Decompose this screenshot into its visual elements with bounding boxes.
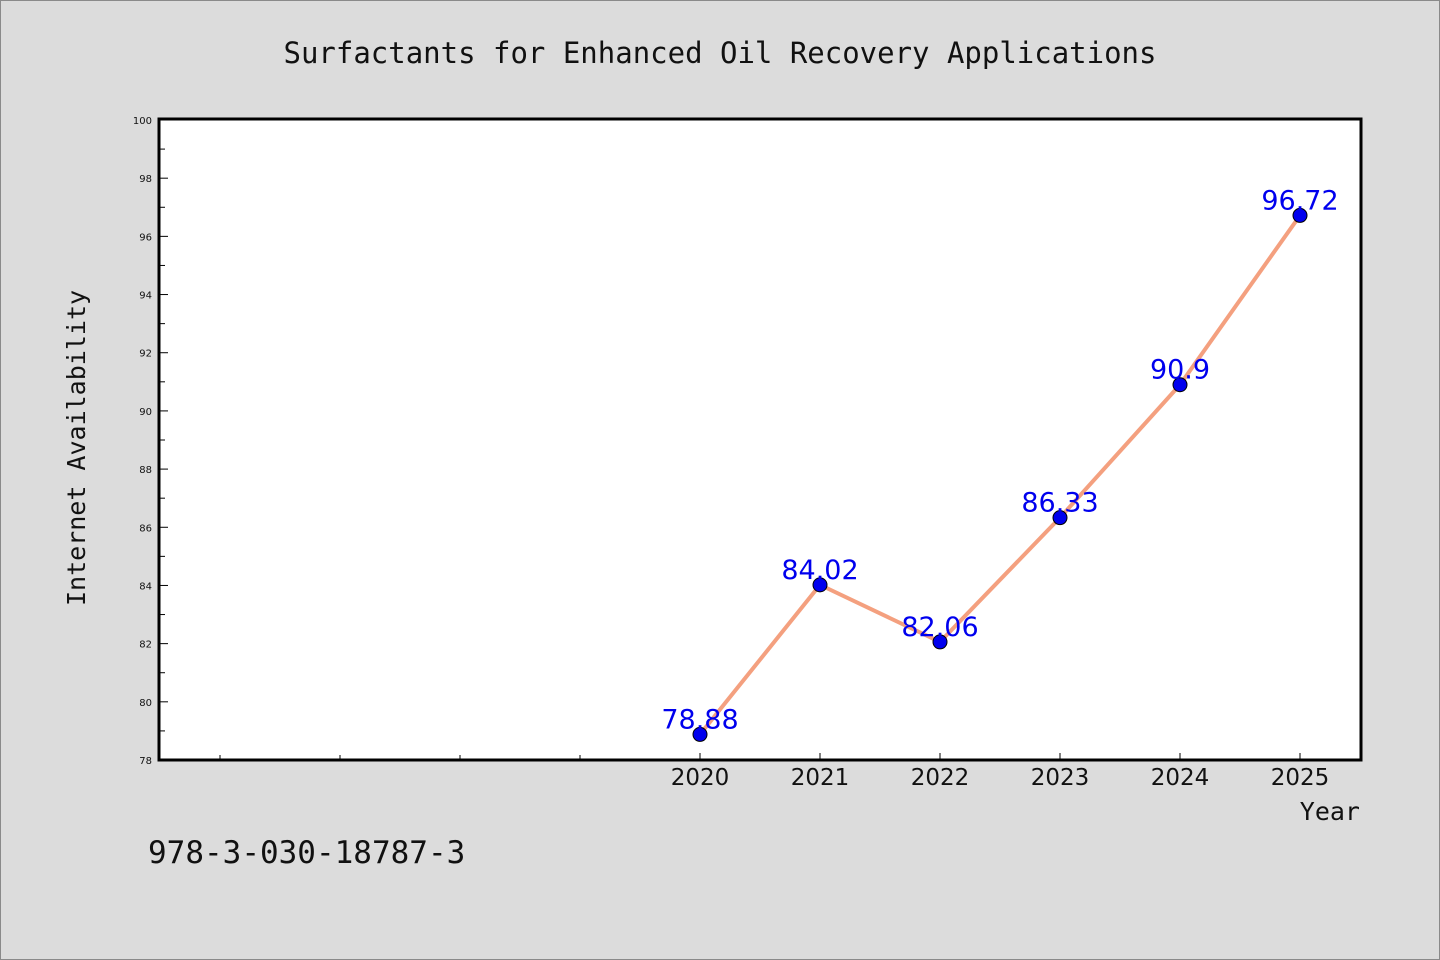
y-tick-label: 80 (139, 698, 152, 709)
data-point (932, 634, 948, 650)
chart-title: Surfactants for Enhanced Oil Recovery Ap… (284, 36, 1157, 70)
data-point (812, 577, 828, 593)
data-label: 96.72 (1261, 185, 1338, 216)
y-tick-label: 98 (139, 174, 152, 185)
y-axis-label: Internet Availability (62, 290, 91, 606)
data-point (1292, 207, 1308, 223)
x-tick-label: 2024 (1151, 765, 1210, 791)
y-tick-label: 96 (139, 232, 152, 243)
data-label: 90.9 (1150, 355, 1210, 386)
y-tick-label: 90 (139, 407, 152, 418)
data-point (1172, 377, 1188, 393)
data-label: 82.06 (901, 612, 978, 643)
series-line-group: 78.88 84.02 82.06 86.33 90.9 96.72 (661, 185, 1339, 742)
y-tick-label: 88 (139, 465, 152, 476)
y-tick-label: 82 (139, 640, 152, 651)
series-line (698, 213, 1302, 737)
data-label: 84.02 (781, 555, 858, 586)
data-label: 86.33 (1021, 488, 1098, 519)
x-tick-label: 2021 (791, 765, 850, 791)
y-tick-label: 84 (139, 581, 152, 592)
isbn-text: 978-3-030-18787-3 (148, 835, 465, 871)
y-tick-label: 92 (139, 349, 152, 360)
y-tick-label: 94 (139, 291, 152, 302)
data-point (1052, 510, 1068, 526)
y-axis: 78 80 82 84 86 88 90 92 94 96 98 100 (133, 116, 168, 767)
data-point (692, 726, 708, 742)
y-tick-label: 100 (133, 116, 152, 127)
x-axis: 2020 2021 2022 2023 2024 2025 (219, 753, 1330, 791)
x-tick-label: 2023 (1031, 765, 1090, 791)
y-tick-label: 78 (139, 756, 152, 767)
y-tick-label: 86 (139, 523, 152, 534)
x-tick-label: 2022 (911, 765, 970, 791)
plot-area (157, 117, 1363, 762)
x-tick-label: 2020 (671, 765, 730, 791)
data-label: 78.88 (661, 704, 738, 735)
x-axis-label: Year (1300, 797, 1360, 826)
x-tick-label: 2025 (1271, 765, 1330, 791)
